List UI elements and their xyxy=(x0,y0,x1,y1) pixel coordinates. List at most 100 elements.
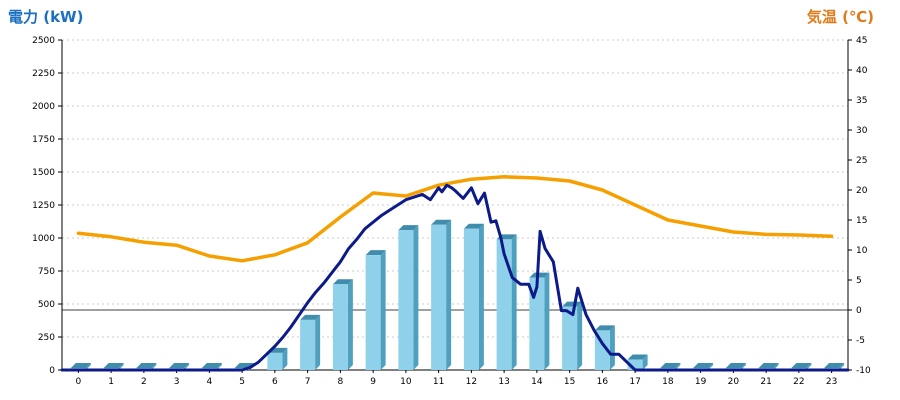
left-axis-tick-label: 1750 xyxy=(32,135,55,145)
bar-side xyxy=(315,314,321,370)
left-axis-tick-label: 1500 xyxy=(32,168,55,178)
bar-side xyxy=(282,347,288,370)
right-axis-tick-label: 0 xyxy=(856,306,862,316)
x-axis-tick-label: 20 xyxy=(728,377,740,387)
x-axis-tick-label: 2 xyxy=(141,377,147,387)
bar-side xyxy=(184,363,190,370)
bar-top xyxy=(103,363,124,369)
left-axis-tick-label: 1000 xyxy=(32,234,55,244)
bar xyxy=(463,228,479,370)
bar-top xyxy=(463,223,484,229)
bar xyxy=(431,224,447,370)
bar-side xyxy=(642,354,648,370)
right-axis-tick-label: 35 xyxy=(856,96,867,106)
bar-top xyxy=(562,301,583,307)
x-axis-tick-label: 11 xyxy=(433,377,444,387)
bar-side xyxy=(577,301,583,370)
bar-top xyxy=(300,314,321,320)
bar xyxy=(365,255,381,370)
bar-top xyxy=(791,363,812,369)
left-axis-tick-label: 2500 xyxy=(32,36,55,46)
bar-side xyxy=(609,325,615,370)
temperature-line xyxy=(76,175,834,263)
x-axis-tick-label: 14 xyxy=(531,377,543,387)
x-axis-tick-label: 13 xyxy=(498,377,509,387)
x-axis-tick-label: 16 xyxy=(597,377,609,387)
x-axis-tick-label: 7 xyxy=(305,377,311,387)
bar-top xyxy=(365,250,386,256)
bar-side xyxy=(118,363,124,370)
x-axis-tick-label: 19 xyxy=(695,377,707,387)
bar xyxy=(300,319,316,370)
bar-top xyxy=(332,279,353,285)
bar xyxy=(398,230,414,370)
bar-top xyxy=(660,363,681,369)
right-axis-tick-label: 25 xyxy=(856,156,867,166)
left-axis-tick-label: 0 xyxy=(49,366,55,376)
left-axis-tick-label: 250 xyxy=(38,333,55,343)
bar-side xyxy=(675,363,681,370)
bar-top xyxy=(627,354,648,360)
x-axis-tick-label: 9 xyxy=(370,377,376,387)
bar-top xyxy=(758,363,779,369)
bar-top xyxy=(693,363,714,369)
left-axis-tick-label: 500 xyxy=(38,300,55,310)
right-axis-tick-label: -10 xyxy=(856,366,871,376)
bar xyxy=(529,277,545,370)
bar-top xyxy=(529,272,550,278)
bar-top xyxy=(824,363,845,369)
right-axis-tick-label: 10 xyxy=(856,246,868,256)
bar-side xyxy=(544,272,550,370)
right-axis-tick-label: 20 xyxy=(856,186,868,196)
x-axis-tick-label: 21 xyxy=(760,377,771,387)
bar xyxy=(496,239,512,370)
bar-side xyxy=(85,363,91,370)
x-axis-tick-label: 0 xyxy=(76,377,82,387)
bar-side xyxy=(740,363,746,370)
right-axis-title: 気温 (℃) xyxy=(806,8,874,26)
x-axis-tick-label: 22 xyxy=(793,377,804,387)
bar-side xyxy=(347,279,353,370)
bar xyxy=(332,284,348,370)
left-axis-tick-label: 2250 xyxy=(32,69,55,79)
x-axis-tick-label: 17 xyxy=(629,377,640,387)
x-axis-tick-label: 6 xyxy=(272,377,278,387)
left-axis-title: 電力 (kW) xyxy=(8,8,84,26)
bar-side xyxy=(708,363,714,370)
x-axis-tick-label: 23 xyxy=(826,377,837,387)
bar-side xyxy=(806,363,812,370)
bar-top xyxy=(136,363,157,369)
right-axis-tick-label: 45 xyxy=(856,36,867,46)
x-axis-tick-label: 18 xyxy=(662,377,674,387)
right-axis-tick-label: 15 xyxy=(856,216,867,226)
bar-side xyxy=(773,363,779,370)
x-axis-tick-label: 12 xyxy=(466,377,477,387)
bar-top xyxy=(70,363,91,369)
bar xyxy=(627,359,643,370)
x-axis-tick-label: 4 xyxy=(207,377,213,387)
bar-side xyxy=(151,363,157,370)
power-line xyxy=(60,183,850,372)
right-axis-tick-label: -5 xyxy=(856,336,865,346)
bar-side xyxy=(839,363,845,370)
right-axis-tick-label: 5 xyxy=(856,276,862,286)
right-axis-tick-label: 40 xyxy=(856,66,868,76)
x-axis-tick-label: 10 xyxy=(400,377,412,387)
bar-side xyxy=(413,225,419,370)
bar xyxy=(267,352,283,370)
bar-side xyxy=(446,219,452,370)
right-axis-tick-label: 30 xyxy=(856,126,868,136)
bar-top xyxy=(398,225,419,231)
bar-top xyxy=(594,325,615,331)
left-axis-tick-label: 750 xyxy=(38,267,55,277)
bar-top xyxy=(431,219,452,225)
bar-side xyxy=(511,234,517,370)
x-axis-tick-label: 5 xyxy=(239,377,245,387)
x-axis-tick-label: 8 xyxy=(338,377,344,387)
x-axis-tick-label: 3 xyxy=(174,377,180,387)
bar-top xyxy=(201,363,222,369)
x-axis-tick-label: 15 xyxy=(564,377,575,387)
bar-side xyxy=(380,250,386,370)
bar-top xyxy=(725,363,746,369)
